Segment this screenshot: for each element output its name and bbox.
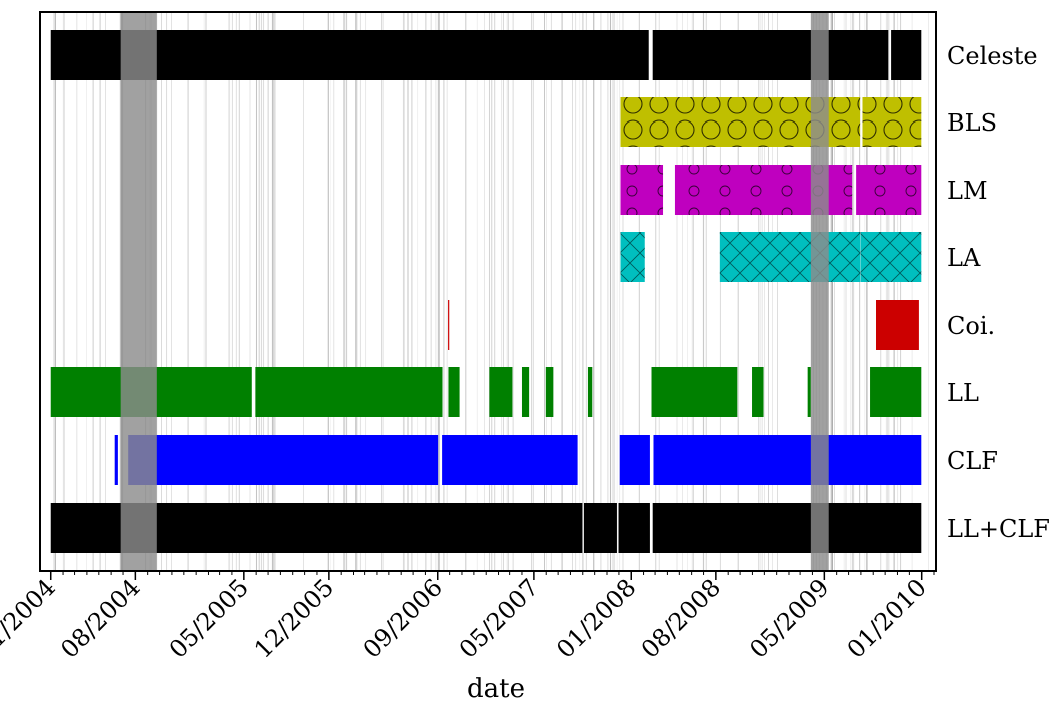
x-axis-label: date [467,674,525,704]
interval-bar [653,435,922,485]
interval-bar [876,300,919,350]
interval-hatch [620,165,664,215]
interval-bar [870,367,922,417]
interval-hatch [860,232,922,282]
interval-bar [651,367,738,417]
row-label: Celeste [947,42,1038,70]
interval-hatch [862,97,922,147]
interval-bar [752,367,764,417]
interval-bar [442,435,578,485]
interval-bar [114,435,118,485]
x-tick-label: 08/2004 [55,573,145,663]
row-label: CLF [947,447,998,475]
x-tick-label: 08/2008 [636,573,726,663]
x-tick-label: 01/2004 [0,573,61,663]
row-bls [620,97,922,147]
x-tick-label: 01/2008 [551,573,641,663]
interval-bar [128,435,439,485]
x-tick-label: 05/2005 [164,573,254,663]
plot-area [40,12,936,571]
interval-bar [619,435,650,485]
interval-bar [583,503,617,553]
interval-bar [255,367,443,417]
interval-bar [521,367,530,417]
interval-hatch [856,165,922,215]
x-tick-label: 09/2006 [358,573,448,663]
x-tick-label: 05/2007 [454,573,544,663]
row-label: Coi. [947,312,995,340]
interval-bar [618,503,650,553]
x-tick-label: 05/2009 [744,573,834,663]
row-la [620,232,922,282]
row-label: LL [947,379,979,407]
row-label: LA [947,244,981,272]
row-celeste [50,30,922,80]
interval-bar [448,300,450,350]
x-tick-label: 01/2010 [842,573,932,663]
interval-bar [489,367,513,417]
interval-bar [448,367,460,417]
interval-bar [807,367,811,417]
interval-bar [652,30,889,80]
plot-frame [39,11,937,572]
interval-bar [652,503,922,553]
row-coi- [448,300,919,350]
x-tick-label: 12/2005 [249,573,339,663]
shaded-period [120,12,157,571]
interval-hatch [620,232,645,282]
interval-bar [587,367,593,417]
row-clf [114,435,922,485]
interval-bar [545,367,554,417]
row-label: LM [947,177,988,205]
row-ll-clf [50,503,922,553]
interval-hatch [719,232,861,282]
row-label: BLS [947,109,997,137]
interval-bar [891,30,922,80]
shaded-period [810,12,829,571]
row-label: LL+CLF [947,515,1050,543]
